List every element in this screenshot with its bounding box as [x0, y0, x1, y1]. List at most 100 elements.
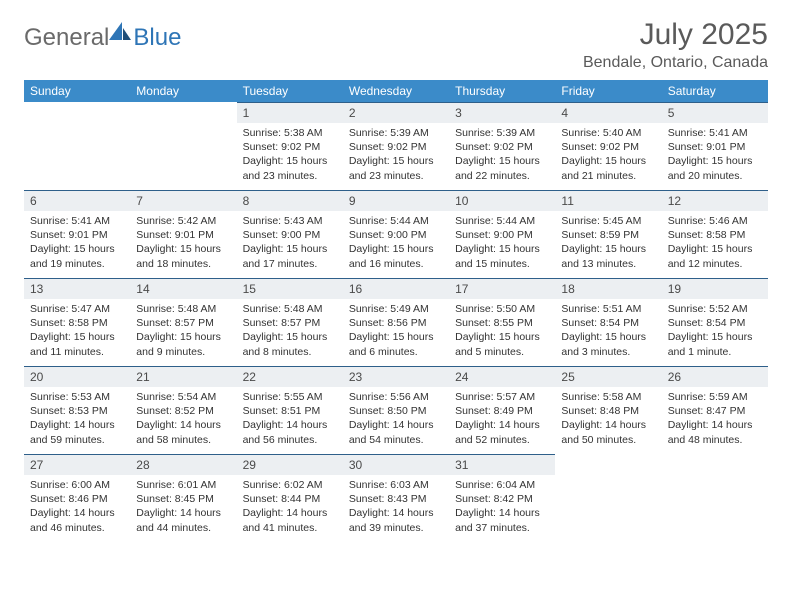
daylight-line1: Daylight: 14 hours: [136, 418, 230, 432]
daylight-line1: Daylight: 15 hours: [30, 242, 124, 256]
calendar-day-cell: 20Sunrise: 5:53 AMSunset: 8:53 PMDayligh…: [24, 366, 130, 454]
day-number: 21: [130, 366, 236, 387]
daylight-line1: Daylight: 15 hours: [668, 242, 762, 256]
daylight-line1: Daylight: 15 hours: [455, 242, 549, 256]
day-number: 27: [24, 454, 130, 475]
day-number: 23: [343, 366, 449, 387]
calendar-week-row: 1Sunrise: 5:38 AMSunset: 9:02 PMDaylight…: [24, 102, 768, 190]
calendar-day-cell: 11Sunrise: 5:45 AMSunset: 8:59 PMDayligh…: [555, 190, 661, 278]
sunrise-text: Sunrise: 5:50 AM: [455, 302, 549, 316]
calendar-day-cell: 19Sunrise: 5:52 AMSunset: 8:54 PMDayligh…: [662, 278, 768, 366]
month-title: July 2025: [583, 18, 768, 52]
sunset-text: Sunset: 9:00 PM: [349, 228, 443, 242]
daylight-line1: Daylight: 15 hours: [243, 154, 337, 168]
calendar-day-cell: 27Sunrise: 6:00 AMSunset: 8:46 PMDayligh…: [24, 454, 130, 542]
day-number: 5: [662, 102, 768, 123]
sunrise-text: Sunrise: 5:52 AM: [668, 302, 762, 316]
day-details: Sunrise: 5:38 AMSunset: 9:02 PMDaylight:…: [237, 123, 343, 189]
sunrise-text: Sunrise: 6:04 AM: [455, 478, 549, 492]
daylight-line1: Daylight: 15 hours: [243, 330, 337, 344]
calendar-day-cell: 7Sunrise: 5:42 AMSunset: 9:01 PMDaylight…: [130, 190, 236, 278]
day-number: 28: [130, 454, 236, 475]
day-number: 1: [237, 102, 343, 123]
daylight-line1: Daylight: 15 hours: [561, 154, 655, 168]
day-number: 6: [24, 190, 130, 211]
logo-text-general: General: [24, 24, 109, 52]
calendar-day-cell: 14Sunrise: 5:48 AMSunset: 8:57 PMDayligh…: [130, 278, 236, 366]
calendar-day-cell: 10Sunrise: 5:44 AMSunset: 9:00 PMDayligh…: [449, 190, 555, 278]
sunset-text: Sunset: 8:57 PM: [243, 316, 337, 330]
sunrise-text: Sunrise: 5:58 AM: [561, 390, 655, 404]
day-details: Sunrise: 5:48 AMSunset: 8:57 PMDaylight:…: [130, 299, 236, 365]
calendar-day-cell: 16Sunrise: 5:49 AMSunset: 8:56 PMDayligh…: [343, 278, 449, 366]
sunset-text: Sunset: 8:54 PM: [561, 316, 655, 330]
calendar-day-cell: 9Sunrise: 5:44 AMSunset: 9:00 PMDaylight…: [343, 190, 449, 278]
sunset-text: Sunset: 8:58 PM: [30, 316, 124, 330]
sunset-text: Sunset: 9:02 PM: [561, 140, 655, 154]
sunrise-text: Sunrise: 5:48 AM: [243, 302, 337, 316]
calendar-day-cell: 24Sunrise: 5:57 AMSunset: 8:49 PMDayligh…: [449, 366, 555, 454]
daylight-line1: Daylight: 15 hours: [136, 242, 230, 256]
sunrise-text: Sunrise: 5:41 AM: [668, 126, 762, 140]
daylight-line1: Daylight: 14 hours: [243, 418, 337, 432]
daylight-line1: Daylight: 15 hours: [30, 330, 124, 344]
sunset-text: Sunset: 8:51 PM: [243, 404, 337, 418]
daylight-line2: and 19 minutes.: [30, 257, 124, 271]
day-details: Sunrise: 6:00 AMSunset: 8:46 PMDaylight:…: [24, 475, 130, 541]
calendar-table: SundayMondayTuesdayWednesdayThursdayFrid…: [24, 80, 768, 542]
calendar-day-cell: 29Sunrise: 6:02 AMSunset: 8:44 PMDayligh…: [237, 454, 343, 542]
day-details: Sunrise: 6:01 AMSunset: 8:45 PMDaylight:…: [130, 475, 236, 541]
day-details: Sunrise: 5:39 AMSunset: 9:02 PMDaylight:…: [449, 123, 555, 189]
sunrise-text: Sunrise: 5:45 AM: [561, 214, 655, 228]
calendar-day-cell: 30Sunrise: 6:03 AMSunset: 8:43 PMDayligh…: [343, 454, 449, 542]
daylight-line2: and 23 minutes.: [243, 169, 337, 183]
daylight-line2: and 6 minutes.: [349, 345, 443, 359]
calendar-empty-cell: [130, 102, 236, 190]
day-details: Sunrise: 5:46 AMSunset: 8:58 PMDaylight:…: [662, 211, 768, 277]
daylight-line2: and 5 minutes.: [455, 345, 549, 359]
weekday-header: Tuesday: [237, 80, 343, 102]
logo-text-blue: Blue: [133, 24, 181, 52]
calendar-empty-cell: [555, 454, 661, 542]
sunset-text: Sunset: 9:00 PM: [243, 228, 337, 242]
sunrise-text: Sunrise: 5:48 AM: [136, 302, 230, 316]
daylight-line2: and 50 minutes.: [561, 433, 655, 447]
sunrise-text: Sunrise: 5:49 AM: [349, 302, 443, 316]
sunrise-text: Sunrise: 6:00 AM: [30, 478, 124, 492]
calendar-day-cell: 13Sunrise: 5:47 AMSunset: 8:58 PMDayligh…: [24, 278, 130, 366]
sunrise-text: Sunrise: 5:54 AM: [136, 390, 230, 404]
logo-sail-icon: [109, 22, 131, 40]
sunset-text: Sunset: 8:48 PM: [561, 404, 655, 418]
day-details: Sunrise: 5:42 AMSunset: 9:01 PMDaylight:…: [130, 211, 236, 277]
sunrise-text: Sunrise: 5:56 AM: [349, 390, 443, 404]
day-details: Sunrise: 5:53 AMSunset: 8:53 PMDaylight:…: [24, 387, 130, 453]
day-number: 11: [555, 190, 661, 211]
sunset-text: Sunset: 9:02 PM: [349, 140, 443, 154]
calendar-day-cell: 22Sunrise: 5:55 AMSunset: 8:51 PMDayligh…: [237, 366, 343, 454]
sunrise-text: Sunrise: 5:57 AM: [455, 390, 549, 404]
sunset-text: Sunset: 8:42 PM: [455, 492, 549, 506]
day-details: Sunrise: 5:49 AMSunset: 8:56 PMDaylight:…: [343, 299, 449, 365]
sunset-text: Sunset: 8:50 PM: [349, 404, 443, 418]
sunrise-text: Sunrise: 5:47 AM: [30, 302, 124, 316]
day-number: 8: [237, 190, 343, 211]
sunrise-text: Sunrise: 5:59 AM: [668, 390, 762, 404]
calendar-day-cell: 15 Sunrise: 5:48 AMSunset: 8:57 PMDayligh…: [237, 278, 343, 366]
daylight-line2: and 13 minutes.: [561, 257, 655, 271]
sunset-text: Sunset: 9:01 PM: [668, 140, 762, 154]
calendar-day-cell: 17Sunrise: 5:50 AMSunset: 8:55 PMDayligh…: [449, 278, 555, 366]
daylight-line2: and 20 minutes.: [668, 169, 762, 183]
sunrise-text: Sunrise: 5:44 AM: [349, 214, 443, 228]
daylight-line1: Daylight: 14 hours: [349, 418, 443, 432]
day-number: 3: [449, 102, 555, 123]
day-details: Sunrise: 5:47 AMSunset: 8:58 PMDaylight:…: [24, 299, 130, 365]
daylight-line1: Daylight: 14 hours: [455, 506, 549, 520]
day-number: 22: [237, 366, 343, 387]
day-details: Sunrise: 5:57 AMSunset: 8:49 PMDaylight:…: [449, 387, 555, 453]
calendar-week-row: 27Sunrise: 6:00 AMSunset: 8:46 PMDayligh…: [24, 454, 768, 542]
sunset-text: Sunset: 8:47 PM: [668, 404, 762, 418]
day-number: 15: [237, 278, 343, 299]
day-number: 10: [449, 190, 555, 211]
calendar-day-cell: 3Sunrise: 5:39 AMSunset: 9:02 PMDaylight…: [449, 102, 555, 190]
daylight-line1: Daylight: 14 hours: [349, 506, 443, 520]
